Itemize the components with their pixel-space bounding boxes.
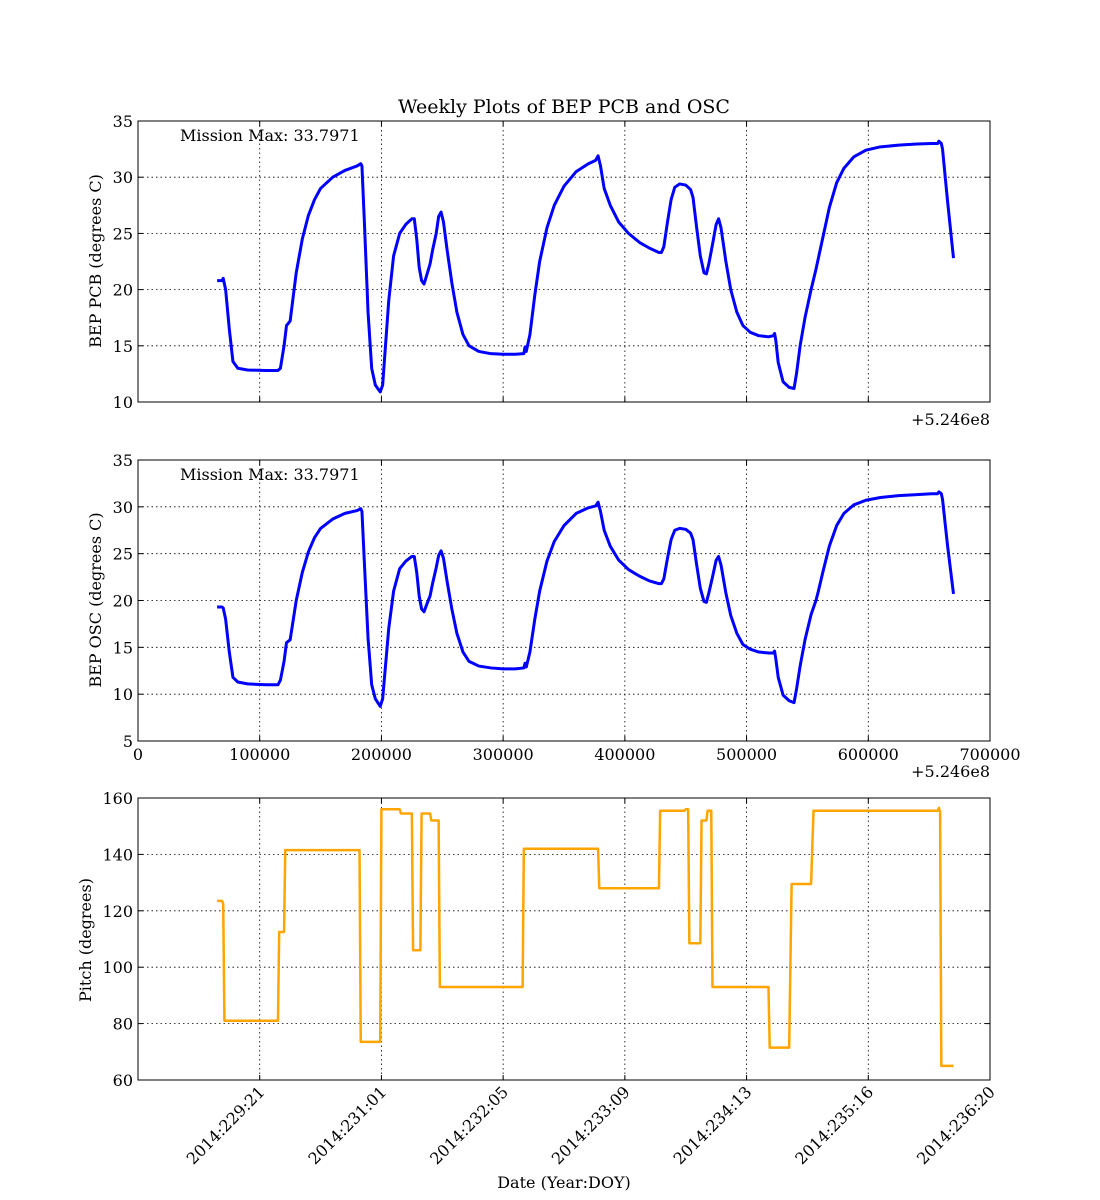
bep-osc-x-tick-label: 200000 bbox=[351, 745, 412, 764]
bep-pcb-y-tick-label: 35 bbox=[113, 112, 133, 131]
pitch-y-tick-label: 80 bbox=[113, 1015, 133, 1034]
pitch-y-tick-label: 160 bbox=[102, 789, 133, 808]
bep-pcb-y-tick-label: 30 bbox=[113, 168, 133, 187]
pitch-y-tick-label: 60 bbox=[113, 1071, 133, 1090]
chart-title: Weekly Plots of BEP PCB and OSC bbox=[398, 96, 730, 118]
bep-osc-y-tick-label: 20 bbox=[113, 592, 133, 611]
pitch-y-tick-label: 120 bbox=[102, 902, 133, 921]
bep-pcb-ylabel: BEP PCB (degrees C) bbox=[86, 174, 105, 348]
bep-osc-x-tick-label: 500000 bbox=[716, 745, 777, 764]
bep-osc-y-tick-label: 5 bbox=[123, 732, 133, 751]
bep-osc-x-tick-label: 600000 bbox=[838, 745, 899, 764]
bep-osc-annotation: Mission Max: 33.7971 bbox=[180, 465, 360, 484]
bep-pcb-y-tick-label: 10 bbox=[113, 393, 133, 412]
bep-pcb-panel: BEP PCB (degrees C) Mission Max: 33.7971… bbox=[86, 112, 991, 429]
bep-pcb-y-tick-label: 25 bbox=[113, 224, 133, 243]
bep-osc-panel: BEP OSC (degrees C) Mission Max: 33.7971… bbox=[86, 451, 1021, 781]
bep-pcb-y-tick-label: 20 bbox=[113, 281, 133, 300]
bep-osc-y-tick-label: 15 bbox=[113, 638, 133, 657]
bep-osc-y-tick-label: 25 bbox=[113, 545, 133, 564]
bep-osc-y-tick-label: 30 bbox=[113, 498, 133, 517]
pitch-xlabel: Date (Year:DOY) bbox=[497, 1173, 631, 1192]
bep-osc-y-tick-label: 10 bbox=[113, 685, 133, 704]
bep-osc-x-tick-label: 300000 bbox=[473, 745, 534, 764]
bep-osc-x-tick-label: 700000 bbox=[959, 745, 1020, 764]
bep-osc-offset-text: +5.246e8 bbox=[911, 762, 990, 781]
bep-osc-x-tick-label: 400000 bbox=[594, 745, 655, 764]
bep-osc-y-tick-label: 35 bbox=[113, 451, 133, 470]
bep-osc-x-tick-label: 100000 bbox=[229, 745, 290, 764]
pitch-y-tick-label: 140 bbox=[102, 845, 133, 864]
bep-osc-series-line bbox=[217, 490, 955, 708]
bep-osc-ylabel: BEP OSC (degrees C) bbox=[86, 512, 105, 687]
bep-osc-x-tick-label: 0 bbox=[133, 745, 143, 764]
pitch-y-tick-label: 100 bbox=[102, 958, 133, 977]
pitch-axes-frame bbox=[137, 797, 991, 1081]
pitch-ylabel: Pitch (degrees) bbox=[76, 878, 95, 1002]
bep-pcb-annotation: Mission Max: 33.7971 bbox=[180, 126, 360, 145]
bep-pcb-y-tick-label: 15 bbox=[113, 337, 133, 356]
bep-pcb-offset-text: +5.246e8 bbox=[911, 410, 990, 429]
pitch-series-line bbox=[217, 806, 954, 1068]
bep-pcb-series-line bbox=[217, 139, 955, 394]
bep-pcb-axes-frame bbox=[137, 120, 991, 403]
